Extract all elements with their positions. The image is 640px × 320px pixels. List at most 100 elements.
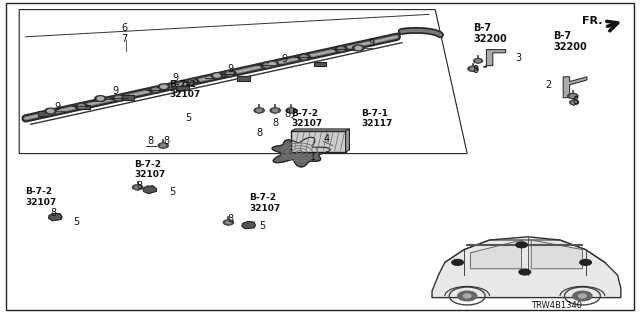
Polygon shape	[272, 137, 330, 167]
Circle shape	[152, 88, 159, 92]
Circle shape	[47, 109, 54, 113]
Circle shape	[338, 47, 344, 51]
Bar	[291, 131, 346, 152]
Text: 9: 9	[54, 102, 61, 112]
Circle shape	[158, 143, 168, 148]
Circle shape	[161, 144, 166, 147]
Circle shape	[115, 96, 122, 100]
Circle shape	[254, 108, 264, 113]
Circle shape	[112, 95, 125, 101]
Polygon shape	[143, 186, 157, 194]
Text: 9: 9	[112, 86, 118, 96]
Circle shape	[269, 62, 276, 66]
Circle shape	[570, 100, 579, 105]
Circle shape	[301, 56, 307, 59]
Circle shape	[158, 84, 170, 90]
Circle shape	[458, 291, 477, 301]
Circle shape	[270, 108, 280, 113]
Circle shape	[579, 294, 586, 298]
Circle shape	[227, 72, 233, 75]
Text: 8: 8	[256, 128, 262, 138]
Circle shape	[161, 85, 167, 88]
Circle shape	[353, 45, 364, 51]
Circle shape	[298, 54, 310, 60]
Polygon shape	[242, 221, 255, 229]
Polygon shape	[470, 240, 522, 269]
Text: B-7
32200: B-7 32200	[554, 31, 588, 52]
Circle shape	[149, 87, 162, 93]
Polygon shape	[563, 77, 587, 98]
Circle shape	[264, 64, 270, 67]
Circle shape	[476, 60, 480, 62]
Text: 1: 1	[310, 152, 317, 162]
Text: 5: 5	[259, 220, 266, 231]
Text: 9: 9	[173, 73, 179, 84]
Circle shape	[95, 96, 106, 101]
Circle shape	[78, 105, 84, 108]
Circle shape	[286, 108, 296, 113]
Circle shape	[572, 101, 577, 104]
Circle shape	[568, 93, 578, 99]
Circle shape	[463, 294, 471, 298]
Text: B-7-2
32107: B-7-2 32107	[26, 187, 57, 206]
Text: 5: 5	[170, 187, 176, 197]
Bar	[38, 111, 51, 116]
Text: B-7-2
32107: B-7-2 32107	[134, 160, 166, 179]
Circle shape	[214, 74, 220, 77]
Text: 9: 9	[227, 64, 234, 74]
Text: 6
7: 6 7	[122, 23, 128, 44]
Text: B-7-1
32117: B-7-1 32117	[362, 109, 393, 128]
Circle shape	[211, 73, 223, 78]
Text: 8: 8	[50, 208, 56, 218]
Polygon shape	[49, 213, 62, 221]
Text: 5: 5	[74, 217, 80, 228]
Circle shape	[335, 46, 348, 52]
Text: 8: 8	[136, 180, 143, 191]
Text: 8: 8	[573, 96, 579, 106]
Text: 4: 4	[323, 134, 330, 144]
Polygon shape	[346, 129, 349, 152]
Text: 8: 8	[272, 118, 278, 128]
Circle shape	[260, 62, 273, 68]
Text: 9: 9	[368, 38, 374, 48]
Circle shape	[470, 68, 476, 70]
Text: B-7-2
32107: B-7-2 32107	[170, 80, 201, 99]
Text: B-7
32200: B-7 32200	[474, 23, 508, 44]
Circle shape	[189, 80, 196, 83]
Circle shape	[135, 186, 140, 188]
Text: B-7-2
32107: B-7-2 32107	[250, 194, 281, 213]
Circle shape	[289, 109, 294, 112]
Text: FR.: FR.	[582, 16, 603, 26]
Circle shape	[519, 269, 531, 275]
Circle shape	[223, 220, 234, 225]
Circle shape	[355, 46, 362, 50]
Bar	[314, 62, 326, 66]
Text: B-7-2
32107: B-7-2 32107	[291, 109, 323, 128]
Circle shape	[97, 97, 104, 100]
Circle shape	[474, 59, 483, 63]
Circle shape	[257, 109, 262, 112]
Text: 8: 8	[472, 65, 479, 76]
Polygon shape	[291, 129, 349, 131]
Text: 8: 8	[147, 136, 154, 158]
Circle shape	[573, 291, 592, 301]
Text: 8: 8	[163, 136, 170, 146]
Bar	[176, 86, 189, 90]
Circle shape	[223, 70, 236, 77]
Circle shape	[273, 109, 278, 112]
Bar	[122, 95, 134, 100]
Circle shape	[186, 78, 199, 85]
Bar	[237, 76, 250, 81]
Polygon shape	[483, 50, 506, 67]
Circle shape	[580, 260, 591, 265]
Circle shape	[45, 108, 56, 114]
Text: 9: 9	[282, 54, 288, 64]
Circle shape	[516, 242, 527, 248]
Bar	[77, 105, 90, 109]
Text: 2: 2	[545, 80, 552, 90]
Circle shape	[267, 61, 278, 67]
Circle shape	[226, 221, 231, 224]
Polygon shape	[531, 240, 582, 269]
Circle shape	[132, 185, 143, 190]
Circle shape	[75, 103, 88, 109]
